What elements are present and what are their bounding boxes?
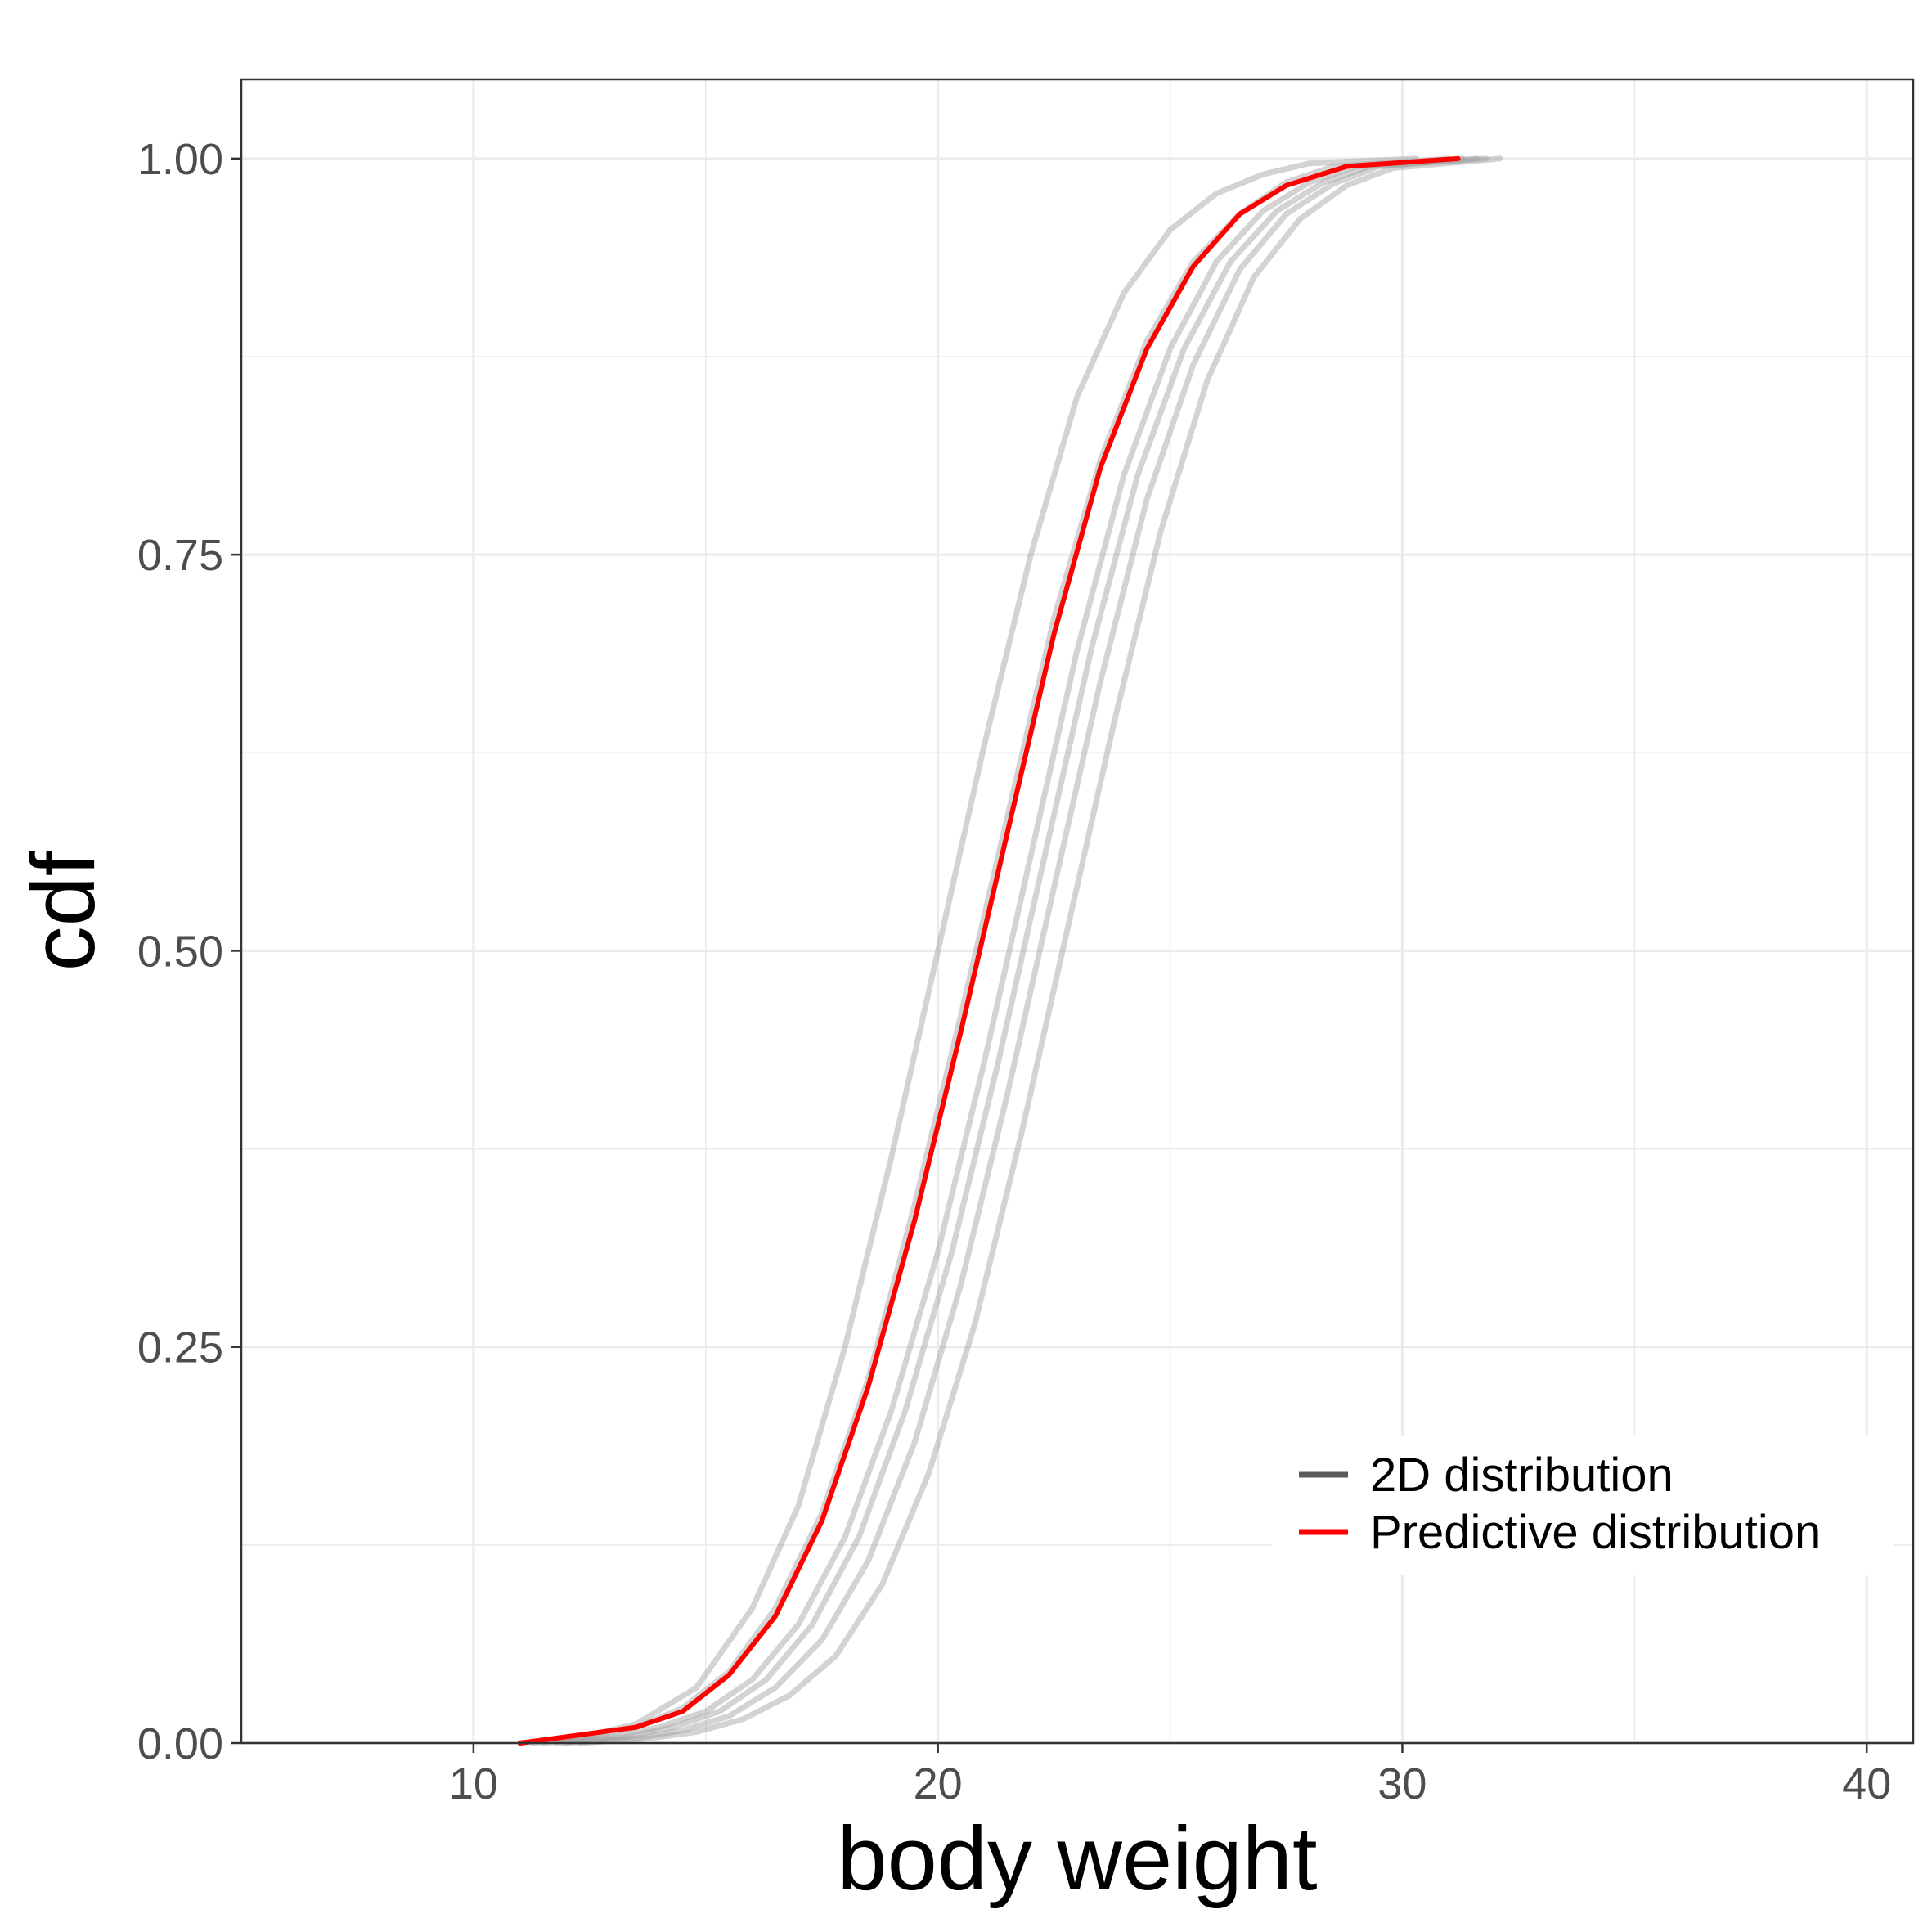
y-tick-label: 0.50 (137, 927, 223, 976)
axis-ticks (231, 157, 1868, 1753)
y-tick-label: 0.25 (137, 1323, 223, 1373)
y-tick-label: 0.00 (137, 1719, 223, 1768)
legend-background (1272, 1436, 1894, 1575)
legend: 2D distribution Predictive distribution (1272, 1436, 1894, 1575)
line-2d-distribution-6 (577, 155, 1503, 1746)
y-axis-title: cdf (13, 851, 114, 971)
line-predictive-distribution (517, 155, 1461, 1746)
line-2d-distribution-4 (554, 155, 1480, 1746)
x-tick-label: 10 (449, 1759, 498, 1808)
plot-border (240, 78, 1915, 1745)
x-axis-title: body weight (837, 1808, 1317, 1909)
y-tick-label: 0.75 (137, 531, 223, 580)
x-tick-label: 20 (914, 1759, 963, 1808)
x-tick-label: 40 (1842, 1759, 1891, 1808)
line-2d-distribution-1 (531, 155, 1419, 1746)
y-tick-label: 1.00 (137, 135, 223, 184)
line-2d-distribution-3 (540, 155, 1466, 1746)
line-2d-distribution-5 (563, 155, 1489, 1746)
legend-label-predictive: Predictive distribution (1370, 1506, 1821, 1559)
axis-tick-labels: 10 20 30 40 0.00 0.25 0.50 0.75 1.00 (137, 135, 1891, 1808)
series-2d-distribution (517, 155, 1503, 1746)
x-tick-label: 30 (1377, 1759, 1427, 1808)
series-predictive-distribution (517, 155, 1461, 1746)
legend-label-2d: 2D distribution (1370, 1449, 1674, 1502)
